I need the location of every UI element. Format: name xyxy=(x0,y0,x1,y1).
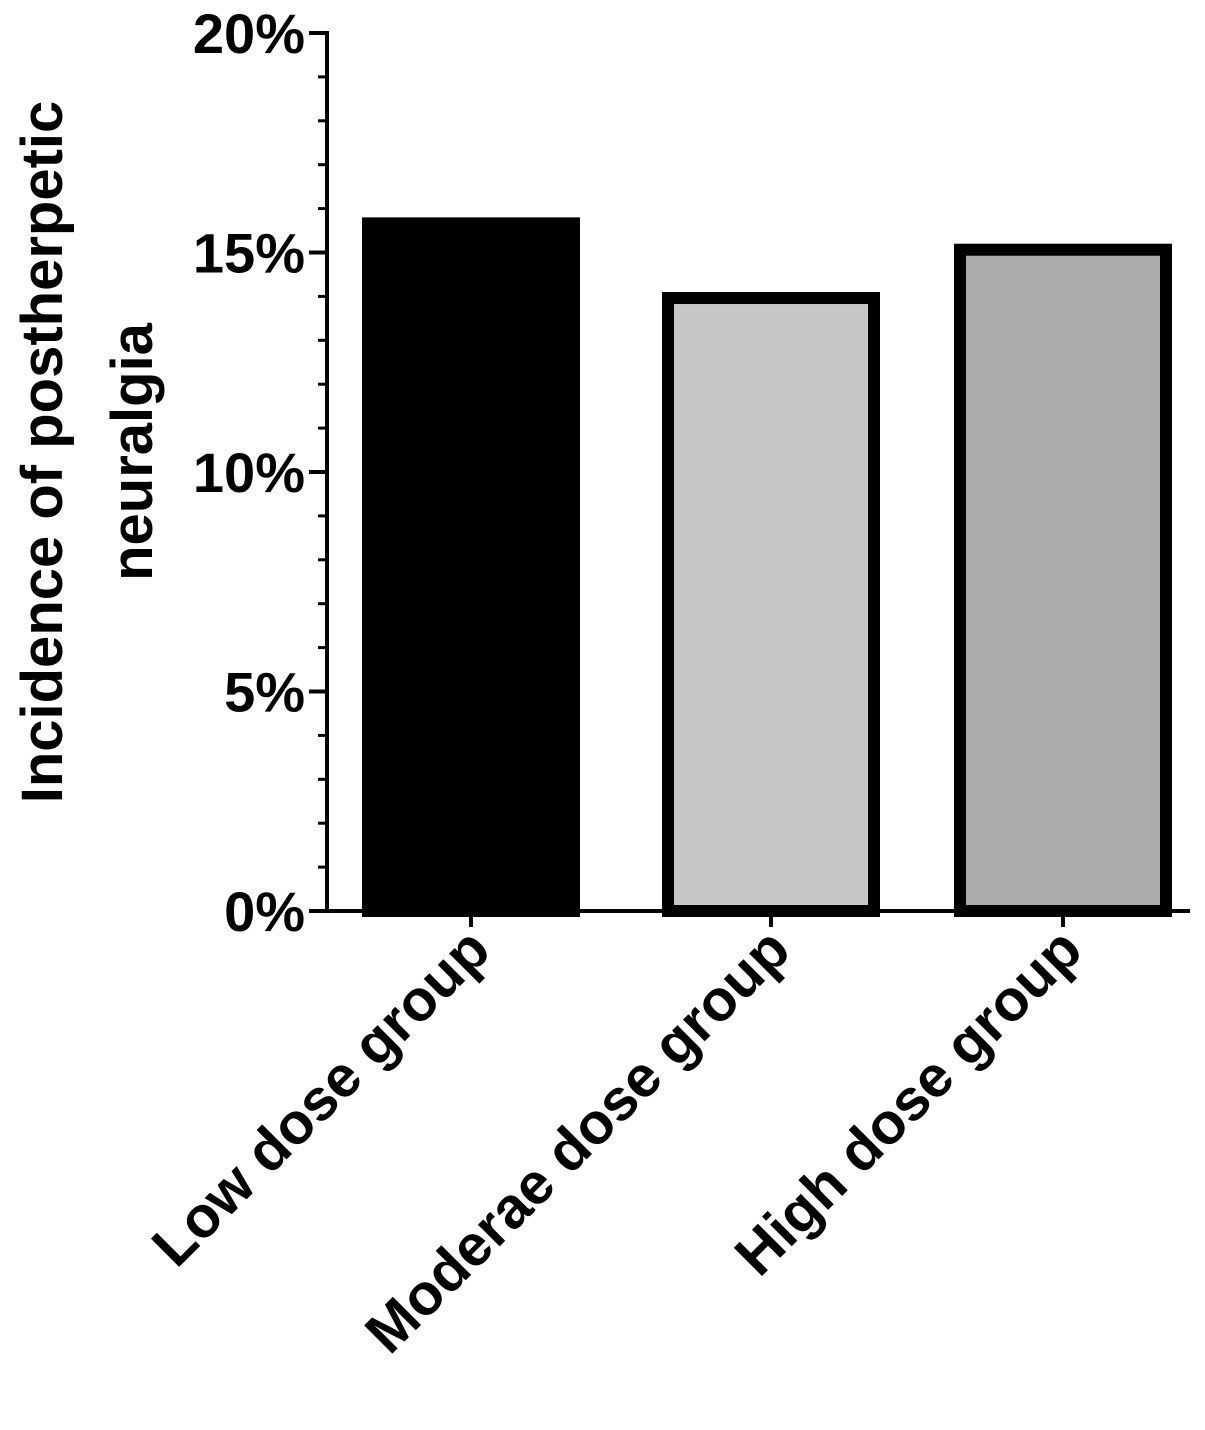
y-axis-title-line-1: Incidence of postherpetic xyxy=(10,101,75,804)
bar-2 xyxy=(662,292,880,917)
y-tick-labels: 0% 5% 10% 15% 20% xyxy=(193,2,305,943)
y-axis-title-line-2: neuralgia xyxy=(100,322,165,581)
y-tick-label: 0% xyxy=(224,880,305,943)
bar-1 xyxy=(362,217,580,917)
y-tick-label: 15% xyxy=(193,222,305,285)
bar-3 xyxy=(954,243,1172,918)
y-tick-label: 20% xyxy=(193,2,305,65)
y-tick-label: 5% xyxy=(224,661,305,724)
y-tick-label: 10% xyxy=(193,441,305,504)
bars-group xyxy=(362,217,1172,918)
x-axis-ticks xyxy=(469,911,1065,927)
y-axis-ticks xyxy=(309,31,327,913)
